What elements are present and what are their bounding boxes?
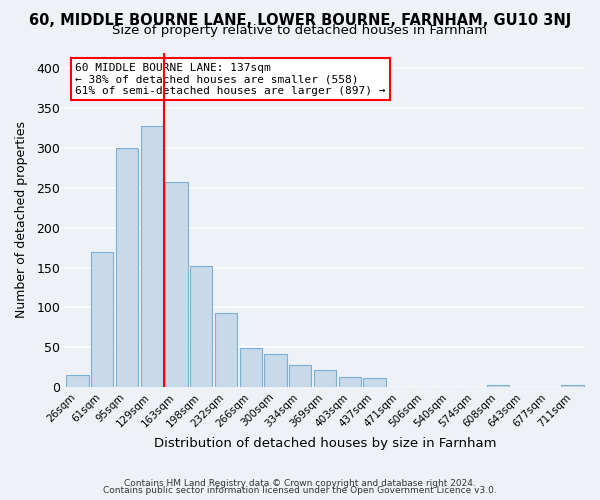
Text: Contains HM Land Registry data © Crown copyright and database right 2024.: Contains HM Land Registry data © Crown c…: [124, 478, 476, 488]
Bar: [289, 366, 311, 387]
Bar: [190, 266, 212, 387]
Bar: [215, 313, 237, 387]
Bar: [140, 126, 163, 387]
Bar: [487, 384, 509, 387]
Bar: [166, 182, 188, 387]
Bar: [91, 252, 113, 387]
Y-axis label: Number of detached properties: Number of detached properties: [15, 121, 28, 318]
Text: Size of property relative to detached houses in Farnham: Size of property relative to detached ho…: [112, 24, 488, 37]
Bar: [239, 348, 262, 387]
Text: 60 MIDDLE BOURNE LANE: 137sqm
← 38% of detached houses are smaller (558)
61% of : 60 MIDDLE BOURNE LANE: 137sqm ← 38% of d…: [76, 62, 386, 96]
Bar: [314, 370, 336, 387]
Bar: [116, 148, 138, 387]
Bar: [67, 375, 89, 387]
Bar: [562, 384, 584, 387]
Text: Contains public sector information licensed under the Open Government Licence v3: Contains public sector information licen…: [103, 486, 497, 495]
Bar: [364, 378, 386, 387]
Bar: [265, 354, 287, 387]
Bar: [338, 376, 361, 387]
Text: 60, MIDDLE BOURNE LANE, LOWER BOURNE, FARNHAM, GU10 3NJ: 60, MIDDLE BOURNE LANE, LOWER BOURNE, FA…: [29, 12, 571, 28]
X-axis label: Distribution of detached houses by size in Farnham: Distribution of detached houses by size …: [154, 437, 496, 450]
